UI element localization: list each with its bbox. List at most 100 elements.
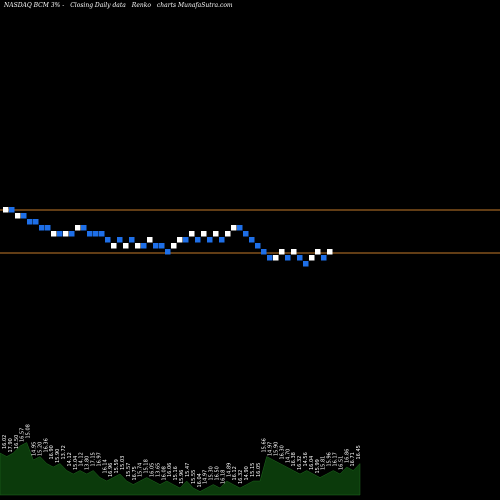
volume-label: 14.97 <box>268 442 274 456</box>
volume-label: 13.65 <box>155 463 161 477</box>
volume-label: 14.12 <box>67 452 73 466</box>
renko-brick <box>123 243 129 249</box>
volume-label: 16.38 <box>291 452 297 466</box>
renko-brick <box>153 243 159 249</box>
volume-label: 15.04 <box>73 456 79 470</box>
renko-brick <box>255 243 261 249</box>
renko-brick <box>195 237 201 243</box>
renko-brick <box>231 225 237 231</box>
renko-brick <box>207 237 213 243</box>
renko-brick <box>135 243 141 249</box>
volume-label: 15.55 <box>191 470 197 484</box>
volume-label: 14.95 <box>32 442 38 456</box>
volume-label: 16.57 <box>20 428 26 442</box>
volume-label: 16.18 <box>220 470 226 484</box>
renko-brick <box>171 243 177 249</box>
renko-brick <box>213 231 219 237</box>
volume-label: 15.96 <box>327 452 333 466</box>
renko-brick <box>303 261 309 267</box>
volume-label: 16.86 <box>344 449 350 463</box>
renko-brick <box>111 243 117 249</box>
volume-label: 16.08 <box>161 466 167 480</box>
volume-area <box>0 442 361 496</box>
renko-brick <box>141 243 147 249</box>
renko-brick <box>267 255 273 261</box>
renko-brick <box>9 207 15 213</box>
volume-label: 13.80 <box>85 456 91 470</box>
volume-label: 15.66 <box>262 438 268 452</box>
renko-brick <box>39 225 45 231</box>
data-type: Closing Daily data <box>70 2 126 9</box>
volume-label: 14.90 <box>244 466 250 480</box>
volume-label: 16.06 <box>167 463 173 477</box>
brand: charts MunafaSutra.com <box>156 2 233 9</box>
volume-label: 16.50 <box>14 435 20 449</box>
volume-label: 14.12 <box>79 452 85 466</box>
chart-kind: Renko <box>131 2 151 9</box>
renko-brick <box>261 249 267 255</box>
renko-brick <box>27 219 33 225</box>
renko-brick <box>243 231 249 237</box>
volume-label: 15.59 <box>114 459 120 473</box>
chart-header: NASDAQ BCM 3% - Closing Daily data Renko… <box>4 2 237 9</box>
volume-label: 16.36 <box>43 438 49 452</box>
volume-label: 16.14 <box>102 459 108 473</box>
volume-label: 15.08 <box>26 424 32 438</box>
volume-label: 15.18 <box>144 459 150 473</box>
renko-brick <box>201 231 207 237</box>
renko-brick <box>129 237 135 243</box>
volume-label: 16.17 <box>332 452 338 466</box>
exchange-symbol: NASDAQ BCM 3% - <box>4 2 65 9</box>
renko-brick <box>279 249 285 255</box>
volume-label: 15.57 <box>126 463 132 477</box>
renko-brick <box>219 237 225 243</box>
volume-label: 15.96 <box>179 470 185 484</box>
renko-brick <box>159 243 165 249</box>
volume-label: 17.15 <box>91 452 97 466</box>
volume-label: 15.15 <box>250 463 256 477</box>
volume-label: 14.70 <box>285 449 291 463</box>
volume-label: 14.56 <box>303 452 309 466</box>
renko-brick <box>117 237 123 243</box>
renko-brick <box>249 237 255 243</box>
volume-label: 16.97 <box>96 452 102 466</box>
renko-brick <box>15 213 21 219</box>
volume-label: 16.30 <box>279 445 285 459</box>
renko-brick <box>297 255 303 261</box>
volume-label: 16.96 <box>108 463 114 477</box>
volume-label: 15.74 <box>138 463 144 477</box>
renko-brick <box>273 255 279 261</box>
volume-label: 15.81 <box>321 456 327 470</box>
volume-label: 15.90 <box>55 449 61 463</box>
renko-brick <box>237 225 243 231</box>
renko-brick <box>51 231 57 237</box>
volume-label: 16.12 <box>232 466 238 480</box>
volume-label: 15.99 <box>315 459 321 473</box>
renko-brick <box>285 255 291 261</box>
renko-brick <box>189 231 195 237</box>
volume-label: 16.02 <box>2 435 8 449</box>
renko-brick <box>165 249 171 255</box>
volume-label: 15.30 <box>209 466 215 480</box>
renko-brick <box>321 255 327 261</box>
volume-label: 16.50 <box>214 466 220 480</box>
renko-brick <box>93 231 99 237</box>
renko-brick <box>99 231 105 237</box>
renko-brick <box>147 237 153 243</box>
volume-label: 16.04 <box>197 473 203 487</box>
renko-brick <box>81 225 87 231</box>
renko-brick <box>309 255 315 261</box>
renko-brick <box>315 249 321 255</box>
renko-brick <box>105 237 111 243</box>
renko-brick <box>33 219 39 225</box>
renko-brick <box>45 225 51 231</box>
volume-label: 16.04 <box>309 456 315 470</box>
volume-label: 16.05 <box>150 463 156 477</box>
volume-label: 15.03 <box>120 456 126 470</box>
renko-brick <box>75 225 81 231</box>
renko-brick <box>57 231 63 237</box>
volume-label: 16.90 <box>49 445 55 459</box>
renko-brick <box>225 231 231 237</box>
